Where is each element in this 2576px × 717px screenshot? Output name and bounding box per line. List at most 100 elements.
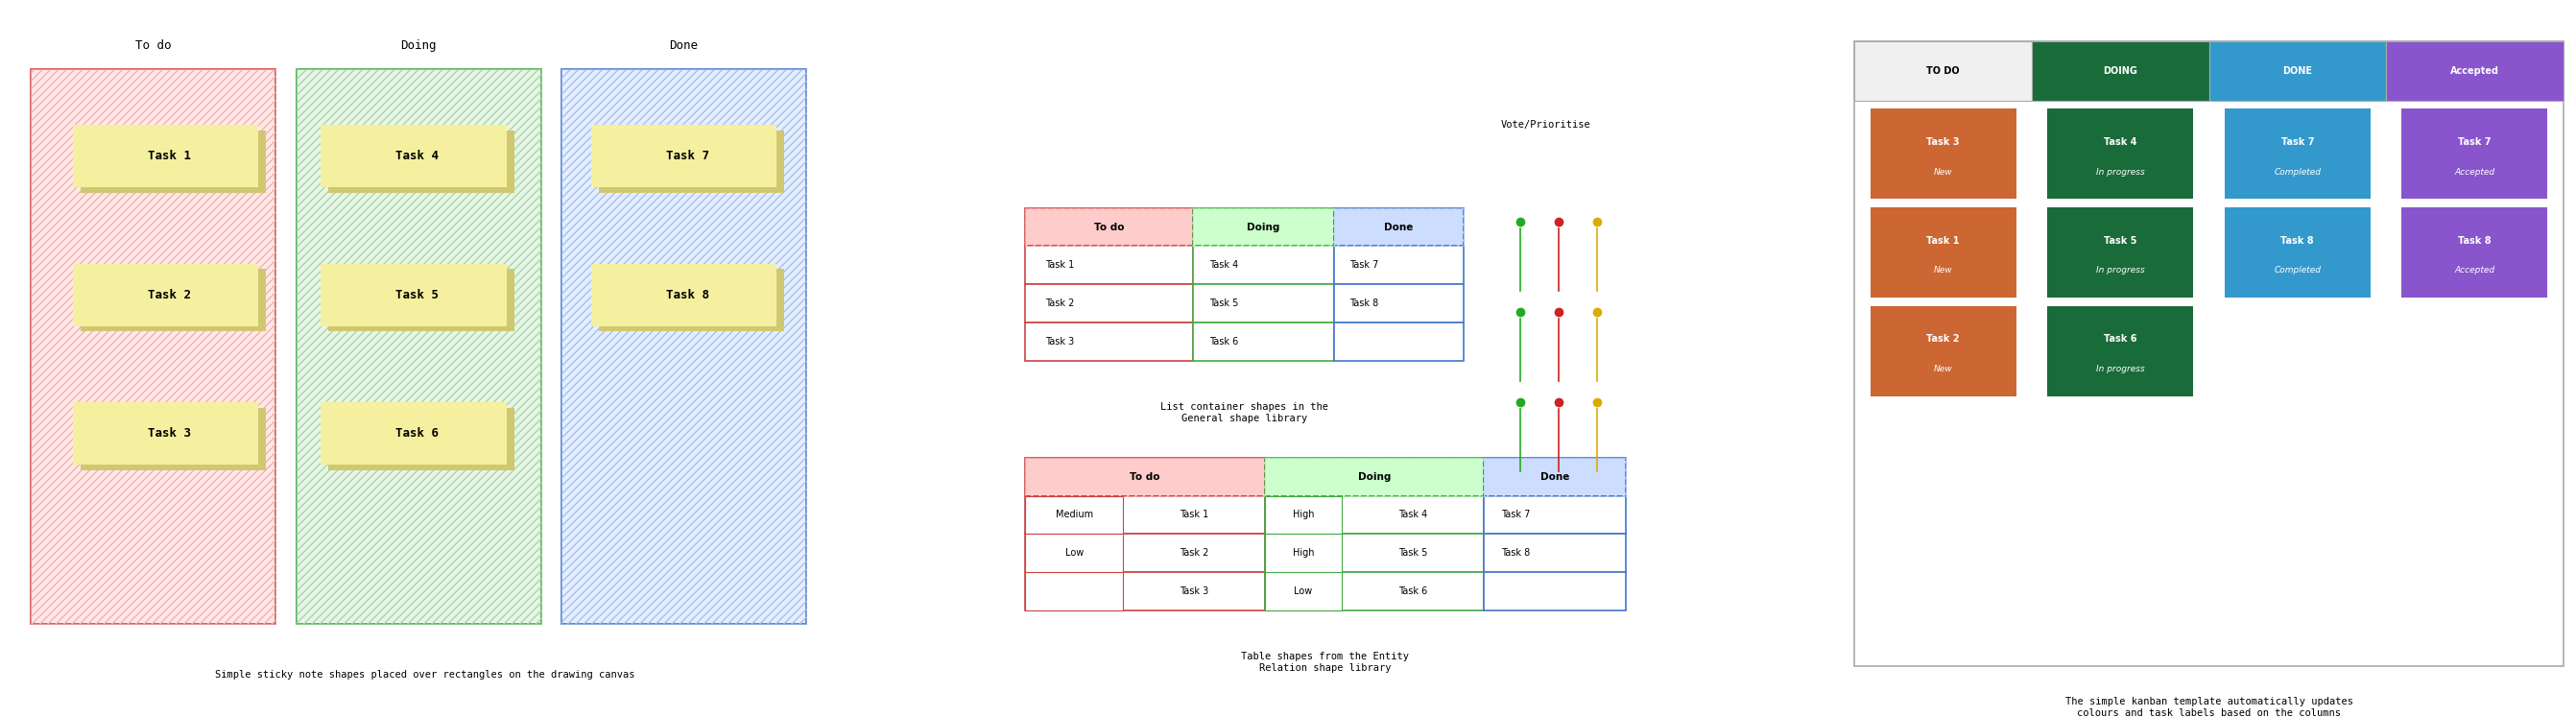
Text: Task 4: Task 4 xyxy=(1399,510,1427,520)
Text: Task 7: Task 7 xyxy=(667,150,708,162)
Text: To do: To do xyxy=(1131,472,1159,482)
Bar xyxy=(1265,534,1484,572)
Text: New: New xyxy=(1935,365,1953,374)
Text: The simple kanban template automatically updates
colours and task labels based o: The simple kanban template automatically… xyxy=(2066,697,2352,717)
Text: Accepted: Accepted xyxy=(2450,66,2499,76)
Text: Completed: Completed xyxy=(2275,266,2321,275)
Bar xyxy=(1193,208,1334,246)
Text: In progress: In progress xyxy=(2097,168,2146,176)
Bar xyxy=(1025,246,1193,285)
Text: Task 7: Task 7 xyxy=(2280,138,2313,147)
Text: Task 6: Task 6 xyxy=(1399,587,1427,596)
Text: Task 3: Task 3 xyxy=(1180,587,1208,596)
Text: Vote/Prioritise: Vote/Prioritise xyxy=(1502,120,1589,130)
Bar xyxy=(1265,496,1484,534)
Text: Task 5: Task 5 xyxy=(397,288,438,301)
Text: Completed: Completed xyxy=(2275,168,2321,176)
Text: In progress: In progress xyxy=(2097,266,2146,275)
Text: New: New xyxy=(1935,168,1953,176)
Bar xyxy=(592,125,778,187)
Bar xyxy=(322,264,507,326)
Text: Task 1: Task 1 xyxy=(1927,236,1960,245)
Bar xyxy=(1025,208,1193,246)
Text: Doing: Doing xyxy=(1247,222,1280,232)
Text: Task 7: Task 7 xyxy=(1350,260,1378,270)
Text: Medium: Medium xyxy=(1056,510,1092,520)
Text: Done: Done xyxy=(670,39,698,52)
Bar xyxy=(322,125,507,187)
Bar xyxy=(1193,246,1334,285)
Bar xyxy=(2401,207,2548,298)
Text: Task 8: Task 8 xyxy=(667,288,708,301)
Text: Done: Done xyxy=(1540,472,1569,482)
Bar xyxy=(600,130,783,193)
Text: DONE: DONE xyxy=(2282,66,2313,76)
Bar xyxy=(592,264,778,326)
Bar xyxy=(2048,207,2192,298)
Bar xyxy=(2401,109,2548,199)
Bar xyxy=(2208,42,2385,100)
Bar xyxy=(1334,285,1463,323)
Text: DOING: DOING xyxy=(2102,66,2138,76)
Text: Doing: Doing xyxy=(402,39,435,52)
Bar xyxy=(1265,457,1484,496)
Text: Task 1: Task 1 xyxy=(147,150,191,162)
Text: Low: Low xyxy=(1293,587,1314,596)
Text: Task 6: Task 6 xyxy=(397,427,438,440)
Bar xyxy=(1025,208,1193,246)
Bar xyxy=(1484,457,1625,496)
Bar xyxy=(1870,109,2017,199)
Bar xyxy=(600,269,783,331)
Bar xyxy=(80,408,265,470)
Text: Task 2: Task 2 xyxy=(147,288,191,301)
Text: Task 6: Task 6 xyxy=(1211,337,1239,346)
Bar xyxy=(1193,323,1334,361)
Text: Task 7: Task 7 xyxy=(1502,510,1530,520)
Bar xyxy=(72,402,258,465)
Bar xyxy=(330,408,515,470)
Bar xyxy=(1855,42,2563,666)
Bar xyxy=(1484,572,1625,610)
Bar xyxy=(1025,285,1193,323)
Bar xyxy=(2226,207,2370,298)
Bar xyxy=(31,70,276,625)
Bar xyxy=(31,70,276,625)
Bar xyxy=(322,402,507,465)
Bar xyxy=(1265,534,1342,572)
Bar xyxy=(1025,496,1123,534)
Text: Task 5: Task 5 xyxy=(1399,549,1427,558)
Bar xyxy=(562,70,806,625)
Bar xyxy=(1025,534,1123,572)
Text: Task 8: Task 8 xyxy=(1350,298,1378,308)
Text: Task 3: Task 3 xyxy=(1927,138,1960,147)
Text: Task 2: Task 2 xyxy=(1046,298,1074,308)
Bar xyxy=(1193,208,1334,246)
Bar xyxy=(1870,207,2017,298)
Bar xyxy=(1484,496,1625,534)
Bar xyxy=(1193,285,1334,323)
Bar xyxy=(1025,323,1193,361)
Text: Task 6: Task 6 xyxy=(2105,334,2138,344)
Text: High: High xyxy=(1293,549,1314,558)
Bar xyxy=(1484,534,1625,572)
Bar xyxy=(1855,42,2032,100)
Bar xyxy=(1025,457,1265,496)
Text: Task 1: Task 1 xyxy=(1180,510,1208,520)
Text: Task 7: Task 7 xyxy=(2458,138,2491,147)
Text: Task 2: Task 2 xyxy=(1927,334,1960,344)
Text: Task 1: Task 1 xyxy=(1046,260,1074,270)
Bar xyxy=(1265,572,1342,610)
Text: Doing: Doing xyxy=(1358,472,1391,482)
Bar xyxy=(1265,572,1484,610)
Bar xyxy=(1870,306,2017,396)
Text: Task 4: Task 4 xyxy=(1211,260,1239,270)
Bar xyxy=(2048,109,2192,199)
Bar xyxy=(296,70,541,625)
Text: Task 8: Task 8 xyxy=(2280,236,2313,245)
Bar xyxy=(1265,496,1342,534)
Bar xyxy=(562,70,806,625)
Text: Low: Low xyxy=(1064,549,1084,558)
Text: Task 5: Task 5 xyxy=(2105,236,2138,245)
Bar xyxy=(2048,306,2192,396)
Bar xyxy=(80,130,265,193)
